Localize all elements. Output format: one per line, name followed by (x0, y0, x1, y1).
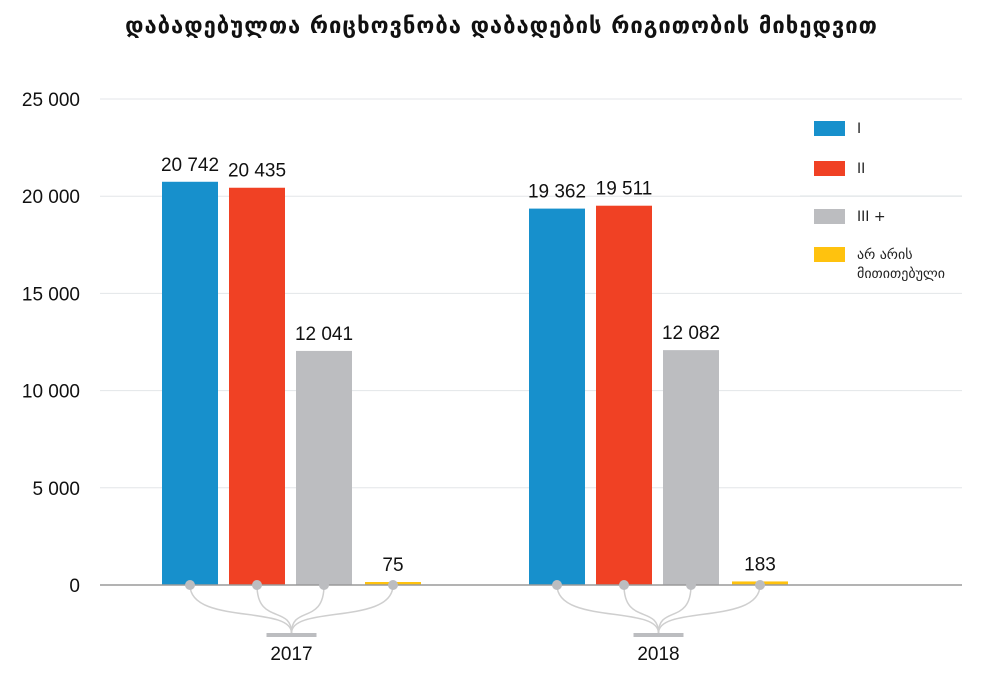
legend-label: I (857, 121, 861, 137)
legend-swatch (814, 161, 845, 176)
bar-III-2017 (296, 350, 352, 585)
connector-dot (252, 580, 262, 590)
x-category-label: 2018 (637, 644, 679, 665)
connector-dot (388, 580, 398, 590)
connector-dot (755, 580, 765, 590)
y-tick-label: 20 000 (22, 187, 80, 208)
x-category-label: 2017 (270, 644, 312, 665)
y-tick-label: 15 000 (22, 284, 80, 305)
connector-dot (185, 580, 195, 590)
data-label: 20 435 (228, 161, 286, 182)
connector-dot (319, 580, 329, 590)
legend-label: არ არის (857, 246, 913, 263)
y-tick-label: 25 000 (22, 90, 80, 111)
connector-line (290, 584, 394, 634)
legend-swatch (814, 209, 845, 224)
bar-I-2017 (162, 181, 218, 585)
connector-dot (686, 580, 696, 590)
bar-III-2018 (663, 350, 719, 585)
y-tick-label: 0 (69, 576, 80, 597)
category-bracket (266, 633, 317, 637)
legend-label: II (857, 161, 865, 177)
connector-line (657, 584, 692, 634)
connector-line (623, 584, 660, 634)
chart-title: დაბადებულთა რიცხოვნობა დაბადების რიგითობ… (125, 14, 878, 39)
connector-dot (552, 580, 562, 590)
legend-label: III + (857, 209, 886, 225)
data-label: 12 082 (662, 323, 720, 344)
connector-line (556, 584, 660, 634)
data-label: 19 362 (528, 182, 586, 203)
bar-I-2018 (529, 208, 585, 585)
connector-line (290, 584, 325, 634)
legend-swatch (814, 247, 845, 262)
data-label: 75 (382, 555, 403, 576)
connector-line (189, 584, 293, 634)
category-bracket (633, 633, 684, 637)
data-label: 19 511 (596, 179, 653, 200)
bar-II-2017 (229, 187, 285, 586)
y-tick-label: 5 000 (32, 479, 80, 500)
legend-swatch (814, 121, 845, 136)
connector-line (256, 584, 293, 634)
connector-line (657, 584, 761, 634)
data-label: 183 (744, 554, 776, 575)
y-tick-label: 10 000 (22, 382, 80, 403)
legend-label: მითითებული (857, 266, 945, 282)
connector-dot (619, 580, 629, 590)
data-label: 12 041 (295, 324, 353, 345)
bar-II-2018 (596, 205, 652, 585)
data-label: 20 742 (161, 155, 219, 176)
